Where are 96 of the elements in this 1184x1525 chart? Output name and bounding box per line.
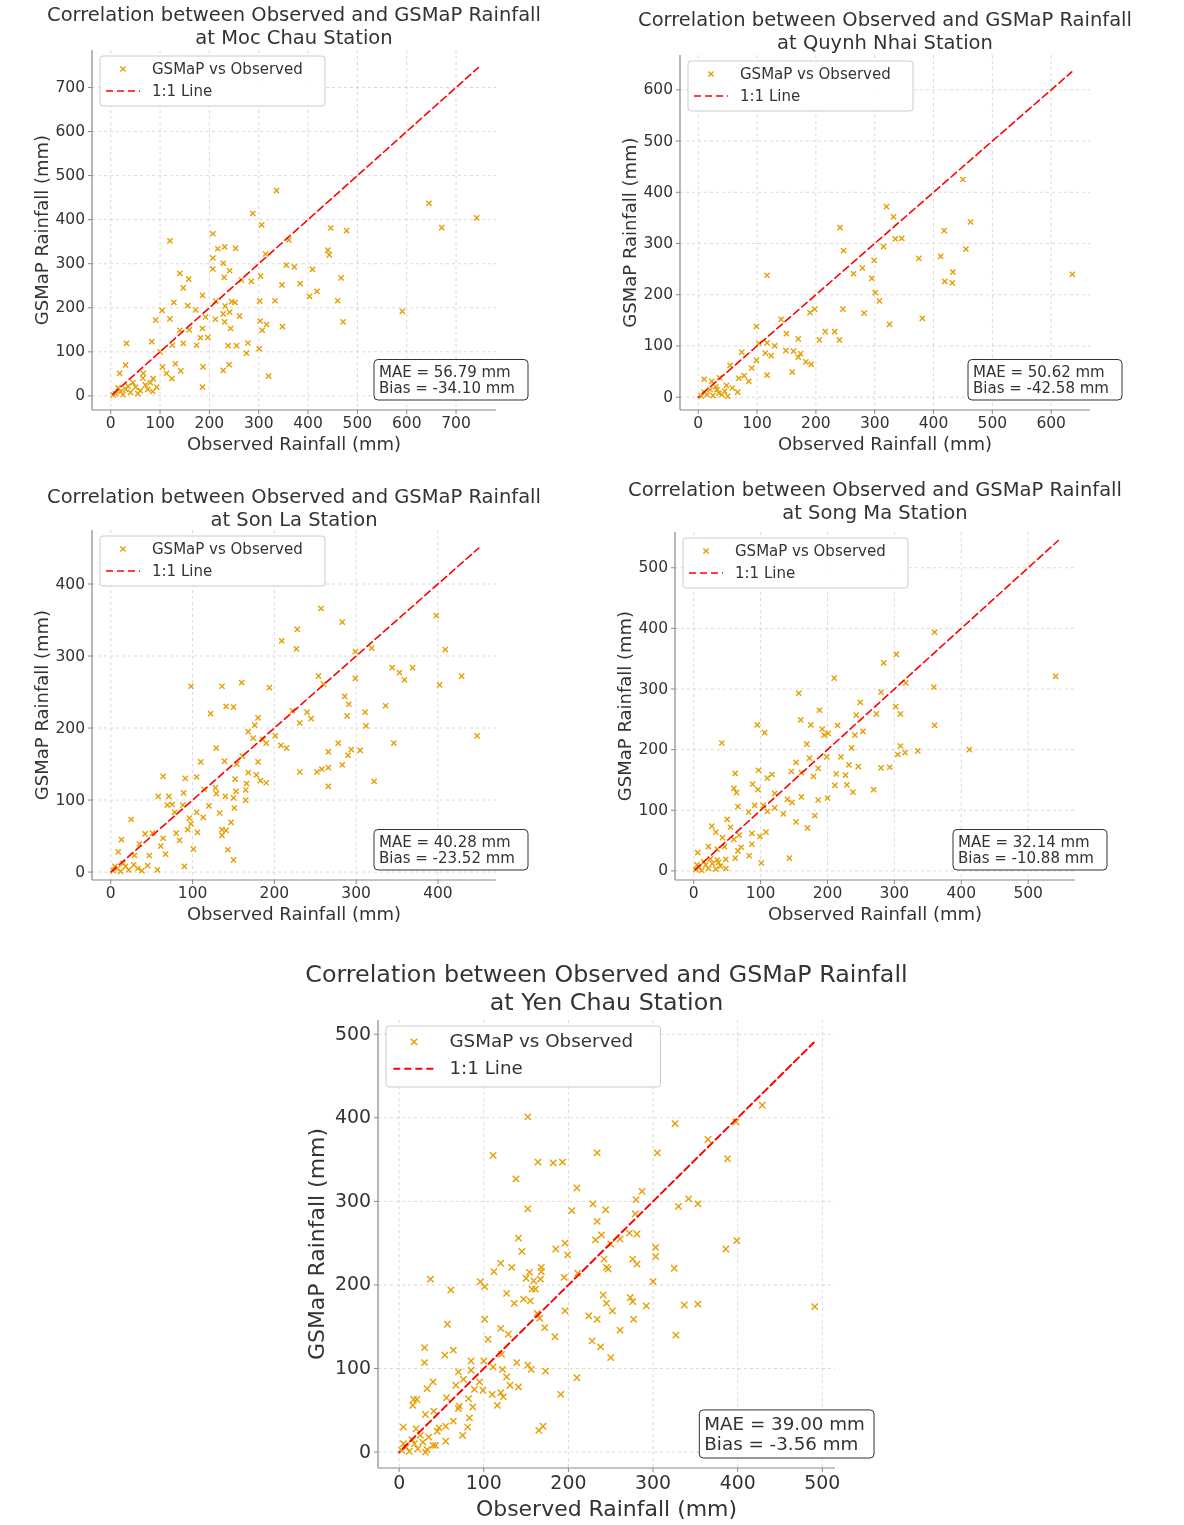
y-tick-label: 100: [334, 1356, 371, 1379]
annotation: Bias = -3.56 mm: [704, 1433, 859, 1455]
x-axis-title: Observed Rainfall (mm): [767, 903, 983, 925]
y-tick-label: 200: [55, 298, 85, 317]
x-tick-label: 400: [719, 1471, 756, 1494]
legend-label: GSMaP vs Observed: [735, 541, 886, 560]
x-tick-label: 300: [879, 884, 910, 903]
annotation: Bias = -10.88 mm: [958, 849, 1094, 868]
legend-label: 1:1 Line: [152, 561, 213, 580]
x-tick-label: 0: [688, 884, 699, 903]
chart-title: Correlation between Observed and GSMaP Rainfall at Son La Station: [47, 484, 541, 531]
x-tick-label: 200: [259, 884, 290, 903]
annotation: MAE = 56.79 mm: [379, 362, 511, 381]
x-tick-label: 200: [550, 1471, 587, 1494]
x-tick-label: 300: [859, 414, 890, 433]
chart-title: Correlation between Observed and GSMaP Rainfall at Quynh Nhai Station: [638, 7, 1132, 54]
x-tick-label: 700: [441, 414, 471, 433]
y-tick-label: 300: [55, 646, 85, 665]
x-axis-title: Observed Rainfall (mm): [186, 903, 402, 925]
y-tick-label: 300: [643, 234, 673, 253]
y-tick-label: 0: [663, 387, 673, 406]
legend-label: GSMaP vs Observed: [152, 59, 303, 78]
y-tick-label: 400: [643, 182, 673, 201]
legend-label: 1:1 Line: [152, 81, 213, 100]
y-tick-label: 600: [643, 80, 673, 99]
y-tick-label: 500: [55, 166, 85, 185]
y-tick-label: 100: [638, 800, 668, 819]
y-tick-label: 200: [334, 1272, 371, 1295]
legend-label: 1:1 Line: [449, 1056, 523, 1078]
y-axis-title: GSMaP Rainfall (mm): [31, 609, 52, 801]
annotation: MAE = 50.62 mm: [973, 362, 1105, 381]
y-axis-title: GSMaP Rainfall (mm): [619, 137, 640, 328]
chart-title: Correlation between Observed and GSMaP Rainfall at Yen Chau Station: [305, 959, 908, 1016]
y-tick-label: 400: [55, 210, 85, 229]
y-tick-label: 300: [638, 679, 668, 698]
x-axis-title: Observed Rainfall (mm): [475, 1495, 738, 1521]
annotation: MAE = 32.14 mm: [958, 832, 1090, 851]
y-tick-label: 400: [334, 1105, 371, 1128]
x-tick-label: 100: [745, 884, 776, 903]
x-axis-title: Observed Rainfall (mm): [186, 433, 402, 455]
y-tick-label: 400: [638, 618, 668, 637]
x-tick-label: 0: [693, 414, 704, 433]
x-tick-label: 0: [105, 414, 116, 433]
y-tick-label: 100: [55, 342, 85, 361]
x-tick-label: 400: [946, 884, 977, 903]
y-tick-label: 300: [334, 1188, 371, 1211]
legend-label: GSMaP vs Observed: [449, 1029, 634, 1051]
y-tick-label: 500: [643, 131, 673, 150]
y-tick-label: 100: [643, 336, 673, 355]
x-tick-label: 100: [742, 414, 772, 433]
annotation: MAE = 40.28 mm: [379, 832, 511, 851]
x-tick-label: 600: [1036, 414, 1066, 433]
legend-label: GSMaP vs Observed: [152, 539, 303, 558]
y-tick-label: 200: [55, 718, 85, 737]
chart-title: Correlation between Observed and GSMaP Rainfall at Song Ma Station: [628, 477, 1122, 524]
y-tick-label: 0: [658, 861, 668, 880]
y-tick-label: 200: [643, 285, 673, 304]
legend-label: 1:1 Line: [735, 563, 796, 582]
x-tick-label: 500: [804, 1471, 841, 1494]
x-tick-label: 300: [243, 414, 274, 433]
y-tick-label: 400: [55, 574, 85, 593]
legend-label: 1:1 Line: [740, 86, 801, 105]
x-tick-label: 0: [393, 1471, 406, 1494]
x-tick-label: 0: [105, 884, 116, 903]
y-tick-label: 500: [638, 558, 668, 577]
x-tick-label: 100: [465, 1471, 502, 1494]
annotation: Bias = -42.58 mm: [973, 379, 1109, 398]
y-tick-label: 500: [334, 1021, 371, 1044]
x-tick-label: 600: [391, 414, 422, 433]
y-axis-title: GSMaP Rainfall (mm): [614, 610, 635, 802]
annotation: MAE = 39.00 mm: [704, 1413, 865, 1435]
y-tick-label: 0: [75, 862, 85, 881]
x-tick-label: 400: [423, 884, 453, 903]
y-tick-label: 600: [55, 122, 85, 141]
x-tick-label: 100: [177, 884, 208, 903]
y-axis-title: GSMaP Rainfall (mm): [304, 1127, 330, 1361]
x-tick-label: 200: [812, 884, 843, 903]
x-tick-label: 100: [145, 414, 175, 433]
y-tick-label: 0: [75, 386, 85, 405]
x-tick-label: 200: [194, 414, 225, 433]
x-tick-label: 400: [293, 414, 323, 433]
annotation: Bias = -34.10 mm: [379, 379, 515, 398]
y-tick-label: 300: [55, 254, 85, 273]
y-tick-label: 100: [55, 790, 85, 809]
y-tick-label: 700: [55, 77, 85, 96]
y-tick-label: 0: [358, 1439, 371, 1462]
chart-title: Correlation between Observed and GSMaP Rainfall at Moc Chau Station: [47, 2, 541, 49]
y-tick-label: 200: [638, 740, 668, 759]
x-tick-label: 200: [801, 414, 831, 433]
x-tick-label: 500: [977, 414, 1008, 433]
x-tick-label: 500: [1013, 884, 1043, 903]
legend-label: GSMaP vs Observed: [740, 64, 891, 83]
y-axis-title: GSMaP Rainfall (mm): [31, 134, 52, 326]
annotation: Bias = -23.52 mm: [379, 849, 515, 868]
x-axis-title: Observed Rainfall (mm): [777, 433, 993, 455]
x-tick-label: 400: [918, 414, 949, 433]
